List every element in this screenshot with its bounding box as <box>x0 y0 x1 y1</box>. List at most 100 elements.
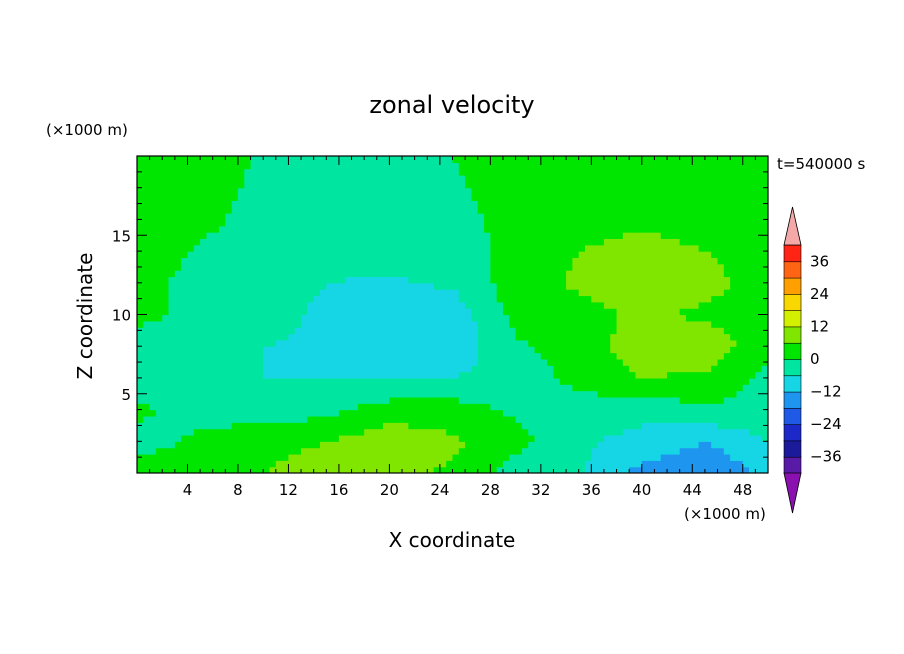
field-cell <box>446 358 454 366</box>
field-cell <box>326 162 334 170</box>
field-cell <box>610 358 618 366</box>
field-cell <box>433 346 441 354</box>
field-cell <box>534 365 542 373</box>
field-cell <box>301 301 308 309</box>
field-cell <box>742 301 750 309</box>
field-cell <box>692 409 700 417</box>
field-cell <box>515 428 523 436</box>
field-cell <box>395 295 403 303</box>
field-cell <box>200 428 208 436</box>
field-cell <box>408 390 416 398</box>
field-cell <box>137 244 144 252</box>
field-cell <box>351 327 359 335</box>
field-cell <box>496 270 504 278</box>
field-cell <box>509 251 517 259</box>
field-cell <box>446 384 454 392</box>
field-cell <box>149 441 157 449</box>
field-cell <box>364 175 372 182</box>
field-cell <box>319 415 327 423</box>
field-cell <box>622 447 630 455</box>
field-cell <box>477 358 485 366</box>
field-cell <box>597 219 605 227</box>
field-cell <box>364 460 372 468</box>
field-cell <box>572 244 580 252</box>
field-cell <box>301 244 308 252</box>
field-cell <box>578 276 586 284</box>
field-cell <box>168 232 176 240</box>
field-cell <box>383 295 390 303</box>
field-cell <box>496 295 504 303</box>
field-cell <box>660 270 668 278</box>
field-cell <box>357 384 365 392</box>
field-cell <box>704 244 712 252</box>
field-cell <box>250 453 258 461</box>
field-cell <box>427 365 435 373</box>
field-cell <box>685 175 693 182</box>
field-cell <box>181 187 189 195</box>
field-cell <box>395 156 403 163</box>
field-cell <box>414 447 422 455</box>
field-cell <box>408 219 416 227</box>
field-cell <box>383 251 390 259</box>
field-cell <box>736 289 744 297</box>
field-cell <box>761 314 768 322</box>
field-cell <box>275 314 283 322</box>
field-cell <box>622 339 630 347</box>
field-cell <box>591 251 599 259</box>
field-cell <box>301 365 308 373</box>
field-cell <box>667 219 674 227</box>
field-cell <box>200 194 208 201</box>
field-cell <box>629 175 637 182</box>
field-cell <box>383 213 390 220</box>
field-cell <box>307 244 315 252</box>
field-cell <box>749 466 756 473</box>
field-cell <box>502 282 510 290</box>
field-cell <box>465 441 473 449</box>
field-cell <box>610 238 618 246</box>
field-cell <box>414 206 422 214</box>
field-cell <box>256 460 264 468</box>
field-cell <box>654 238 662 246</box>
field-cell <box>149 162 157 170</box>
field-cell <box>446 308 454 316</box>
field-cell <box>566 333 573 341</box>
field-cell <box>635 301 643 309</box>
field-cell <box>603 434 611 442</box>
field-cell <box>616 314 624 322</box>
field-cell <box>553 434 561 442</box>
field-cell <box>162 447 170 455</box>
field-cell <box>654 320 662 328</box>
field-cell <box>143 289 151 297</box>
field-cell <box>679 301 687 309</box>
field-cell <box>364 308 372 316</box>
field-cell <box>269 377 277 385</box>
field-cell <box>446 415 454 423</box>
field-cell <box>711 175 719 182</box>
field-cell <box>761 301 768 309</box>
field-cell <box>263 346 271 354</box>
field-cell <box>345 339 353 347</box>
field-cell <box>654 466 662 473</box>
field-cell <box>364 384 372 392</box>
field-cell <box>256 200 264 208</box>
field-cell <box>200 460 208 468</box>
field-cell <box>231 282 239 290</box>
field-cell <box>755 257 763 265</box>
field-cell <box>502 422 510 430</box>
field-cell <box>723 447 731 455</box>
field-cell <box>509 377 517 385</box>
field-cell <box>660 257 668 265</box>
field-cell <box>679 403 687 411</box>
field-cell <box>490 434 498 442</box>
field-cell <box>622 327 630 335</box>
field-cell <box>244 377 252 385</box>
field-cell <box>484 409 491 417</box>
field-cell <box>439 441 447 449</box>
field-cell <box>402 289 409 297</box>
field-cell <box>244 409 252 417</box>
field-cell <box>484 314 491 322</box>
field-cell <box>389 200 397 208</box>
field-cell <box>244 244 252 252</box>
field-cell <box>420 377 428 385</box>
field-cell <box>313 428 321 436</box>
